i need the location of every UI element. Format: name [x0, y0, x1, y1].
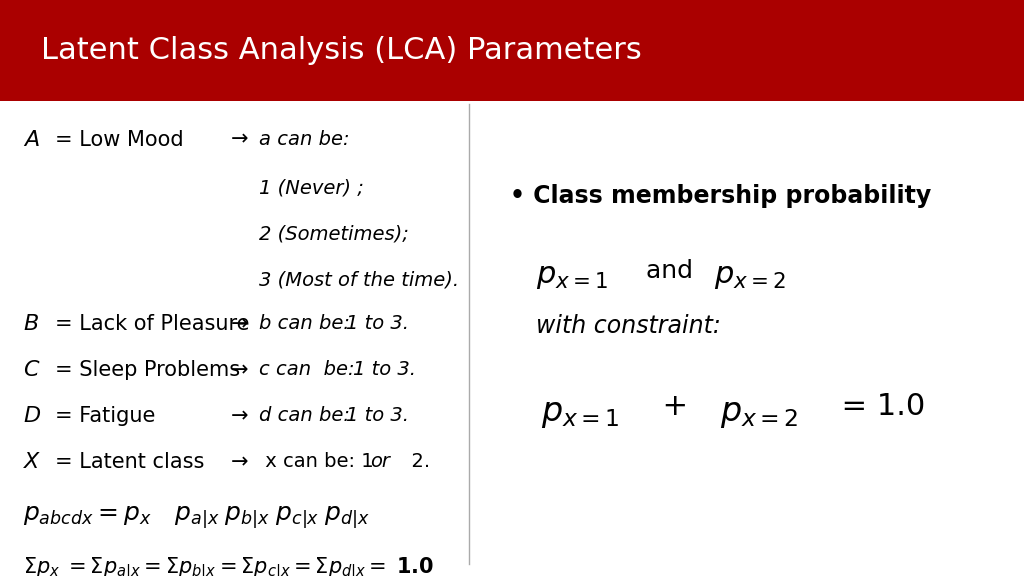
- Text: = Fatigue: = Fatigue: [55, 406, 156, 426]
- Text: 1 to 3.: 1 to 3.: [346, 406, 410, 425]
- Text: +: +: [643, 392, 708, 420]
- Text: d can be:: d can be:: [259, 406, 356, 425]
- Text: →: →: [230, 130, 248, 150]
- Text: →: →: [230, 452, 248, 472]
- Text: $\mathit{B}$: $\mathit{B}$: [23, 314, 39, 334]
- Text: = Lack of Pleasure: = Lack of Pleasure: [55, 314, 250, 334]
- Text: = Low Mood: = Low Mood: [55, 130, 184, 150]
- Text: • Class membership probability: • Class membership probability: [510, 184, 931, 209]
- Text: = Latent class: = Latent class: [55, 452, 205, 472]
- Text: 1 (Never) ;: 1 (Never) ;: [259, 179, 364, 198]
- Text: $p_{x=2}$: $p_{x=2}$: [714, 262, 785, 291]
- Text: $p_{x=1}$: $p_{x=1}$: [536, 262, 607, 291]
- Text: $\mathit{X}$: $\mathit{X}$: [23, 452, 41, 472]
- Text: with constraint:: with constraint:: [536, 314, 721, 338]
- Text: 3 (Most of the time).: 3 (Most of the time).: [259, 271, 459, 290]
- Text: $\mathit{C}$: $\mathit{C}$: [23, 360, 40, 380]
- Text: 1 to 3.: 1 to 3.: [353, 360, 417, 379]
- Text: $\mathit{D}$: $\mathit{D}$: [23, 406, 41, 426]
- Text: or: or: [370, 452, 389, 471]
- Bar: [0, 0, 1024, 101]
- Text: $p_{x=2}$: $p_{x=2}$: [720, 397, 799, 430]
- Text: = Sleep Problems: = Sleep Problems: [55, 360, 241, 380]
- Text: 2 (Sometimes);: 2 (Sometimes);: [259, 225, 409, 244]
- Text: 2.: 2.: [399, 452, 430, 471]
- Text: x can be: 1: x can be: 1: [259, 452, 380, 471]
- Text: →: →: [230, 360, 248, 380]
- Text: →: →: [230, 406, 248, 426]
- Text: →: →: [230, 314, 248, 334]
- Text: $p_{x=1}$: $p_{x=1}$: [541, 397, 620, 430]
- Text: Latent Class Analysis (LCA) Parameters: Latent Class Analysis (LCA) Parameters: [41, 36, 642, 65]
- Text: $\Sigma p_x \; = \Sigma p_{a|x} = \Sigma p_{b|x} = \Sigma p_{c|x} =\Sigma p_{d|x: $\Sigma p_x \; = \Sigma p_{a|x} = \Sigma…: [23, 556, 433, 576]
- Text: 1 to 3.: 1 to 3.: [346, 314, 410, 333]
- Text: $\mathit{A}$: $\mathit{A}$: [23, 130, 39, 150]
- Text: and: and: [630, 259, 709, 283]
- Text: a can be:: a can be:: [259, 130, 350, 149]
- Text: $p_{abcdx} = p_x \quad p_{a|x} \; p_{b|x} \; p_{c|x} \; p_{d|x}$: $p_{abcdx} = p_x \quad p_{a|x} \; p_{b|x…: [23, 504, 370, 530]
- Text: c can  be:: c can be:: [259, 360, 360, 379]
- Text: = 1.0: = 1.0: [822, 392, 926, 420]
- Text: b can be:: b can be:: [259, 314, 356, 333]
